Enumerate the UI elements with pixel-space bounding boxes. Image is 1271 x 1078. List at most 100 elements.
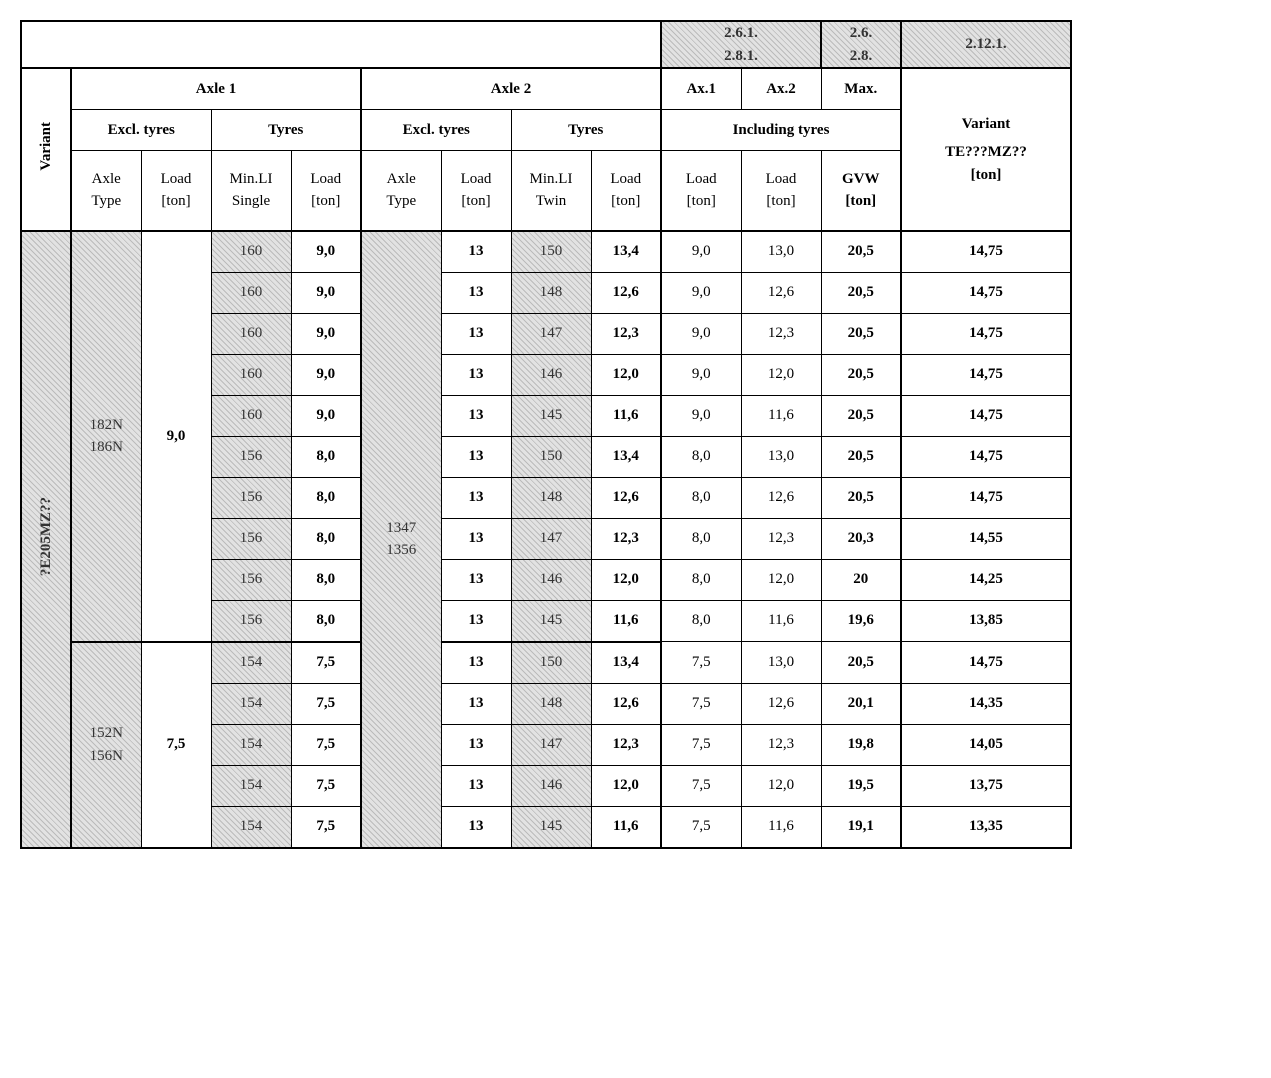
col-26-28: 2.6. 2.8. (821, 21, 901, 68)
min-li-single: 160 (211, 395, 291, 436)
axle1-tyre-load: 9,0 (291, 395, 361, 436)
axle1-tyre-load: 9,0 (291, 231, 361, 273)
incl-load-ax1: 7,5 (661, 642, 741, 684)
axle1-tyres: Tyres (211, 110, 361, 151)
variant-value: 14,75 (901, 354, 1071, 395)
min-li-twin: 147 (511, 313, 591, 354)
variant-header-text: Variant (38, 122, 55, 171)
incl-load-ax2: 12,6 (741, 477, 821, 518)
incl-load-ax1: 8,0 (661, 559, 741, 600)
group1-load: 9,0 (141, 231, 211, 642)
incl-load-ax1: 9,0 (661, 395, 741, 436)
incl-load-ax2: 12,3 (741, 313, 821, 354)
min-li-twin: 145 (511, 600, 591, 642)
incl-load1-hdr: Load [ton] (661, 151, 741, 231)
axle-load-table: 2.6.1. 2.8.1. 2.6. 2.8. 2.12.1. Variant … (20, 20, 1072, 849)
min-li-twin: 145 (511, 395, 591, 436)
gvw: 19,5 (821, 765, 901, 806)
min-li-twin: 150 (511, 642, 591, 684)
min-li-single: 160 (211, 231, 291, 273)
axle1-tyre-load: 8,0 (291, 559, 361, 600)
incl-load-ax1: 9,0 (661, 272, 741, 313)
min-li-twin: 147 (511, 724, 591, 765)
gvw: 20,1 (821, 683, 901, 724)
variant-code: TE???MZ?? [ton] (945, 141, 1027, 186)
min-li-twin: 146 (511, 354, 591, 395)
gvw: 20,5 (821, 436, 901, 477)
min-li-single: 154 (211, 806, 291, 848)
a1-axle-type-hdr: Axle Type (71, 151, 141, 231)
gvw: 20,5 (821, 395, 901, 436)
variant-value: 14,25 (901, 559, 1071, 600)
incl-load-ax2: 11,6 (741, 395, 821, 436)
min-li-twin: 150 (511, 231, 591, 273)
incl-load-ax2: 12,6 (741, 272, 821, 313)
axle1-tyre-load: 7,5 (291, 642, 361, 684)
gvw: 20 (821, 559, 901, 600)
variant-value: 14,75 (901, 477, 1071, 518)
incl-load-ax2: 12,0 (741, 354, 821, 395)
gvw: 19,8 (821, 724, 901, 765)
axle1-tyre-load: 7,5 (291, 683, 361, 724)
ax1-header: Ax.1 (661, 68, 741, 110)
variant-value: 13,85 (901, 600, 1071, 642)
min-li-twin: 145 (511, 806, 591, 848)
incl-load-ax1: 7,5 (661, 724, 741, 765)
variant-value: 14,75 (901, 231, 1071, 273)
variant-code-header: Variant TE???MZ?? [ton] (901, 68, 1071, 231)
axle1-tyre-load: 8,0 (291, 477, 361, 518)
min-li-single: 154 (211, 683, 291, 724)
axle2-excl-load: 13 (441, 231, 511, 273)
axle2-tyre-load: 11,6 (591, 806, 661, 848)
group2-axle-type: 152N 156N (71, 642, 141, 848)
a2-load-excl-hdr: Load [ton] (441, 151, 511, 231)
min-li-single: 156 (211, 600, 291, 642)
variant-code-text: ?E205MZ?? (38, 497, 55, 576)
incl-load-ax1: 9,0 (661, 354, 741, 395)
axle2-tyre-load: 13,4 (591, 231, 661, 273)
incl-load-ax2: 12,0 (741, 765, 821, 806)
group1-axle-type: 182N 186N (71, 231, 141, 642)
variant-value: 14,75 (901, 395, 1071, 436)
gvw: 20,5 (821, 231, 901, 273)
axle2-excl-load: 13 (441, 272, 511, 313)
incl-load-ax1: 9,0 (661, 231, 741, 273)
axle1-tyre-load: 7,5 (291, 806, 361, 848)
incl-load-ax2: 12,3 (741, 724, 821, 765)
a2-load-tyre-hdr: Load [ton] (591, 151, 661, 231)
gvw: 19,1 (821, 806, 901, 848)
incl-load-ax2: 11,6 (741, 600, 821, 642)
a1-load-excl-hdr: Load [ton] (141, 151, 211, 231)
gvw: 20,5 (821, 354, 901, 395)
max-header: Max. (821, 68, 901, 110)
incl-load-ax2: 13,0 (741, 642, 821, 684)
variant-value: 14,35 (901, 683, 1071, 724)
table-row: ?E205MZ??182N 186N9,01609,01347 13561315… (21, 231, 1071, 273)
gvw-hdr: GVW [ton] (821, 151, 901, 231)
header-row-1: Variant Axle 1 Axle 2 Ax.1 Ax.2 Max. Var… (21, 68, 1071, 110)
min-li-twin: 146 (511, 559, 591, 600)
group2-load: 7,5 (141, 642, 211, 848)
axle2-tyre-load: 12,6 (591, 477, 661, 518)
col-261-281: 2.6.1. 2.8.1. (661, 21, 821, 68)
a2-axle-type-hdr: Axle Type (361, 151, 441, 231)
min-li-twin: 148 (511, 272, 591, 313)
axle2-excl-load: 13 (441, 313, 511, 354)
axle2-excl-load: 13 (441, 395, 511, 436)
incl-load-ax1: 8,0 (661, 600, 741, 642)
col-2121: 2.12.1. (901, 21, 1071, 68)
axle2-tyre-load: 12,0 (591, 765, 661, 806)
axle2-type: 1347 1356 (361, 231, 441, 848)
min-li-single: 156 (211, 436, 291, 477)
axle2-excl-load: 13 (441, 354, 511, 395)
min-li-single: 154 (211, 724, 291, 765)
a2-minli-hdr: Min.LI Twin (511, 151, 591, 231)
axle1-tyre-load: 8,0 (291, 518, 361, 559)
min-li-single: 160 (211, 354, 291, 395)
incl-load-ax2: 12,0 (741, 559, 821, 600)
axle1-tyre-load: 9,0 (291, 354, 361, 395)
axle2-tyre-load: 12,6 (591, 683, 661, 724)
min-li-single: 154 (211, 642, 291, 684)
incl-load-ax1: 8,0 (661, 436, 741, 477)
blank-top-left (21, 21, 661, 68)
